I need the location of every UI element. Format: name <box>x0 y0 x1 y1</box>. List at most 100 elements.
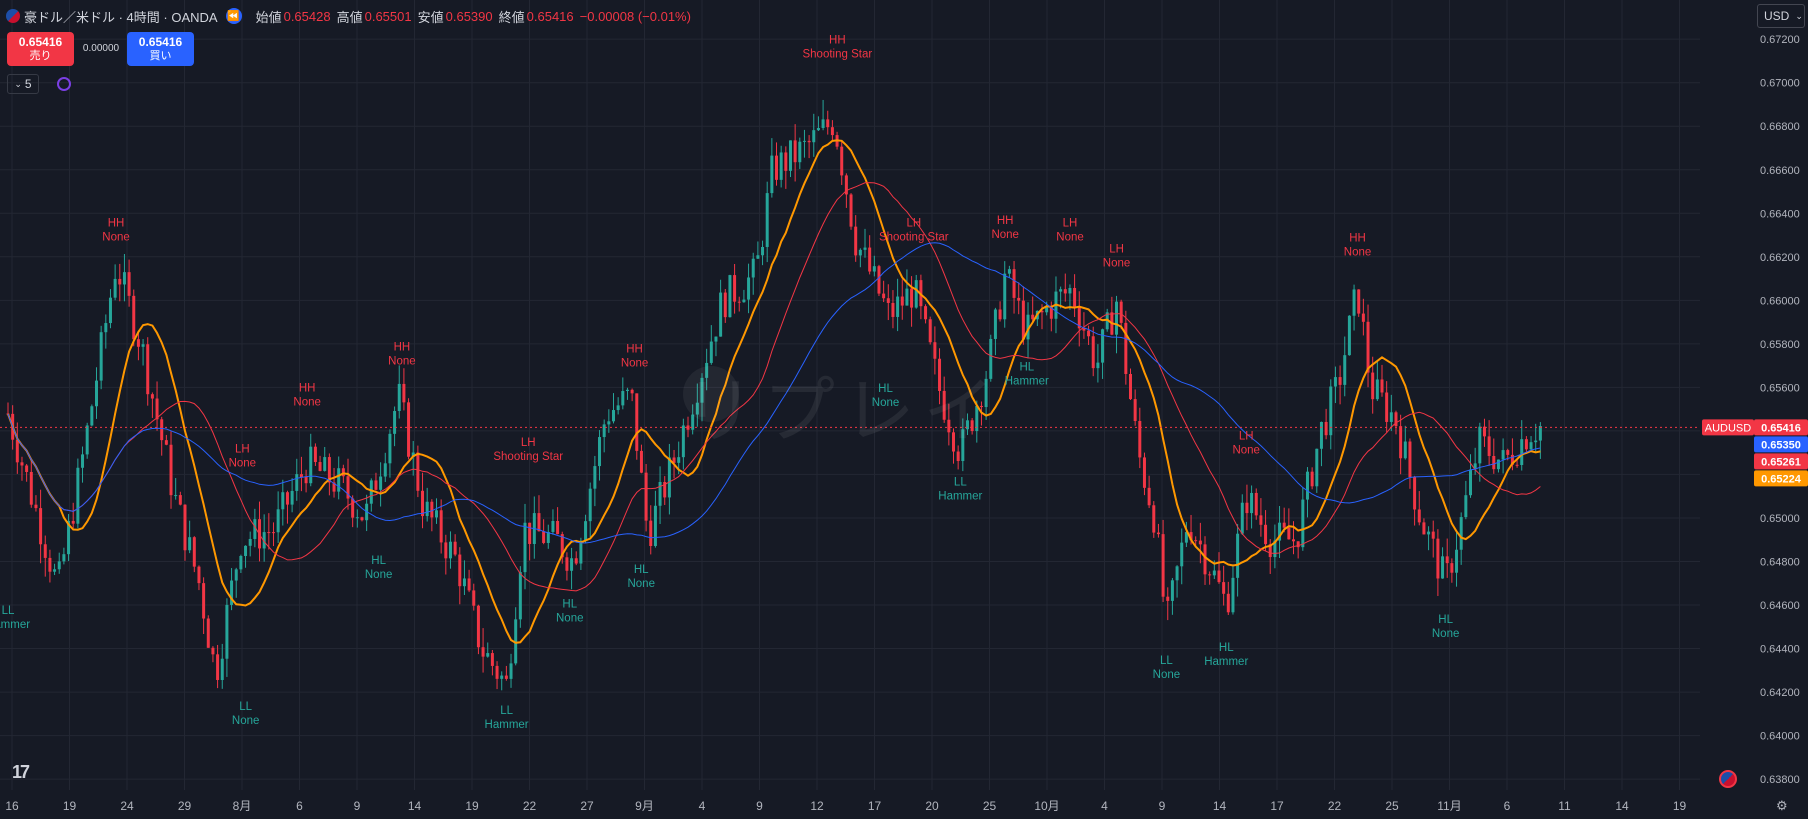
candle-down <box>565 557 569 571</box>
x-tick-label: 27 <box>580 799 594 813</box>
replay-watermark-icon <box>683 366 739 422</box>
candle-up <box>598 437 602 467</box>
pivot-pattern-label: None <box>556 613 584 625</box>
x-tick-label: 4 <box>699 799 706 813</box>
candle-down <box>663 481 667 498</box>
loading-indicator-icon <box>57 77 71 91</box>
candle-up <box>621 391 625 406</box>
candle-up <box>1045 307 1049 313</box>
close-label: 終値 <box>498 9 525 25</box>
candle-up <box>1026 314 1030 340</box>
x-tick-label: 16 <box>5 799 19 813</box>
candle-down <box>1040 310 1044 313</box>
candle-down <box>1394 412 1398 427</box>
candle-up <box>779 152 783 180</box>
candle-down <box>416 452 420 491</box>
candle-up <box>961 429 965 462</box>
symbol-title[interactable]: 豪ドル／米ドル · 4時間 · OANDA <box>24 9 218 25</box>
candle-down <box>271 532 275 534</box>
currency-select[interactable]: USD ⌄ <box>1757 4 1805 28</box>
price-tag-value: 0.65350 <box>1761 439 1801 451</box>
candle-down <box>1417 509 1421 523</box>
candle-up <box>85 425 89 455</box>
candle-down <box>472 590 476 606</box>
x-tick-label: 17 <box>1270 799 1284 813</box>
candle-down <box>118 278 122 285</box>
candle-down <box>285 492 289 505</box>
replay-icon[interactable]: ⏪ <box>225 8 242 24</box>
currency-value: USD <box>1764 9 1790 23</box>
candle-down <box>1361 313 1365 322</box>
y-tick-label: 0.64200 <box>1760 687 1800 699</box>
candle-up <box>1441 556 1445 579</box>
x-tick-label: 24 <box>120 799 134 813</box>
candle-up <box>798 141 802 163</box>
candle-up <box>1250 492 1254 514</box>
candle-up <box>747 277 751 300</box>
candle-down <box>1310 471 1314 487</box>
candle-up <box>225 604 229 659</box>
pivot-tag-label: HH <box>1349 233 1366 245</box>
candle-up <box>1180 542 1184 567</box>
candle-up <box>57 561 61 570</box>
ma-fast-line <box>7 139 1541 644</box>
y-tick-label: 0.65600 <box>1760 382 1800 394</box>
candle-up <box>625 389 629 392</box>
candle-up <box>1305 471 1309 500</box>
pivot-tag-label: HL <box>371 555 386 567</box>
candle-down <box>644 472 648 521</box>
x-tick-label: 8月 <box>233 799 252 813</box>
candle-down <box>1380 379 1384 393</box>
candle-up <box>1496 459 1500 470</box>
candle-down <box>1217 570 1221 583</box>
candle-down <box>1128 373 1132 400</box>
x-tick-label: 22 <box>523 799 537 813</box>
chevron-down-icon: ⌄ <box>14 78 22 89</box>
tradingview-logo-icon[interactable]: 17 <box>12 762 30 782</box>
candle-down <box>197 566 201 584</box>
candle-down <box>1324 421 1328 436</box>
settings-gear-icon[interactable]: ⚙ <box>1776 798 1788 813</box>
x-tick-label: 25 <box>1385 799 1399 813</box>
candle-down <box>877 266 881 294</box>
candle-up <box>1315 448 1319 487</box>
candle-down <box>947 419 951 433</box>
candle-down <box>1077 306 1081 329</box>
ma-mid-line <box>7 182 1541 592</box>
y-tick-label: 0.64600 <box>1760 600 1800 612</box>
aud-flag-icon[interactable] <box>1719 770 1737 788</box>
candle-up <box>751 258 755 278</box>
candle-down <box>1296 541 1300 548</box>
buy-label: 買い <box>149 50 172 62</box>
candle-down <box>630 389 634 394</box>
candle-down <box>830 127 834 136</box>
candle-down <box>1399 426 1403 459</box>
candle-down <box>1264 524 1268 545</box>
pivot-tag-label: LL <box>1160 655 1173 667</box>
x-tick-label: 11月 <box>1437 799 1461 813</box>
candle-up <box>905 288 909 306</box>
indicators-toggle-button[interactable]: ⌄ 5 <box>7 74 39 94</box>
candle-down <box>542 531 546 543</box>
candle-down <box>723 292 727 318</box>
candle-up <box>695 402 699 415</box>
pivot-tag-label: LH <box>521 437 536 449</box>
candle-up <box>691 414 695 430</box>
x-tick-label: 6 <box>1504 799 1511 813</box>
buy-button[interactable]: 0.65416 買い <box>127 32 194 66</box>
pivot-pattern-label: None <box>293 397 321 409</box>
candle-down <box>495 665 499 679</box>
candle-down <box>1385 392 1389 422</box>
y-tick-label: 0.67200 <box>1760 34 1800 46</box>
candle-down <box>211 647 215 655</box>
candle-down <box>1194 540 1198 542</box>
candle-up <box>1236 533 1240 578</box>
y-tick-label: 0.64000 <box>1760 731 1800 743</box>
candle-up <box>1184 532 1188 543</box>
candle-up <box>788 140 792 171</box>
sell-button[interactable]: 0.65416 売り <box>7 32 74 66</box>
candle-down <box>169 444 173 496</box>
candle-up <box>188 537 192 551</box>
candle-up <box>1003 273 1007 320</box>
